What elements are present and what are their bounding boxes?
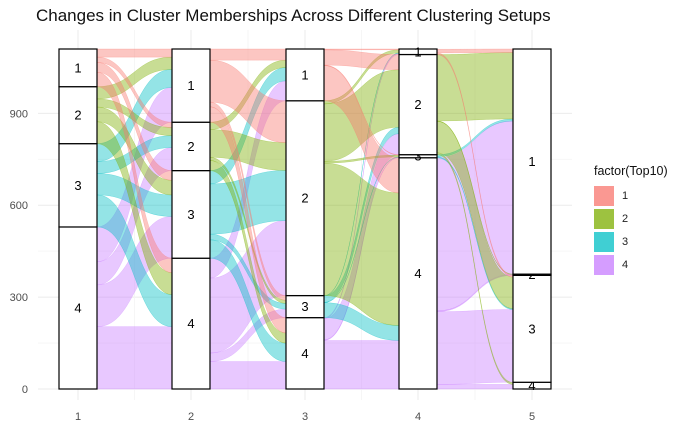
x-tick-label: 4 xyxy=(415,411,421,423)
flow-band xyxy=(209,361,287,390)
x-tick-label: 1 xyxy=(75,411,81,423)
stratum-box xyxy=(171,257,211,390)
stratum-label: 3 xyxy=(301,299,308,314)
y-tick-label: 300 xyxy=(10,292,28,304)
flow-band xyxy=(323,340,400,390)
stratum-label: 1 xyxy=(187,78,194,93)
legend-item-1: 1 xyxy=(594,184,668,207)
legend-label-3: 3 xyxy=(622,235,629,248)
stratum-label: 3 xyxy=(414,149,421,164)
stratum-label: 1 xyxy=(528,154,535,169)
stratum-box xyxy=(58,48,98,88)
stratum-label: 3 xyxy=(187,207,194,222)
stratum-box xyxy=(285,48,325,102)
stratum-label: 2 xyxy=(187,139,194,154)
stratum-label: 2 xyxy=(301,191,308,206)
stratum-box xyxy=(171,121,211,172)
stratum-label: 3 xyxy=(528,321,535,336)
stratum-box xyxy=(58,143,98,228)
stratum-box xyxy=(398,53,438,156)
flow-band xyxy=(96,48,173,58)
legend-item-4: 4 xyxy=(594,253,668,276)
legend: factor(Top10) 1 2 3 4 xyxy=(594,164,668,276)
legend-title: factor(Top10) xyxy=(594,164,668,178)
stratum-label: 2 xyxy=(528,267,535,282)
legend-label-4: 4 xyxy=(622,258,629,271)
flow-band xyxy=(436,384,514,390)
x-tick-label: 2 xyxy=(188,411,194,423)
flow-band xyxy=(436,309,514,385)
flow-band xyxy=(323,48,400,51)
stratum-label: 2 xyxy=(74,108,81,123)
stratum-box xyxy=(58,226,98,390)
stratum-label: 1 xyxy=(74,60,81,75)
legend-item-2: 2 xyxy=(594,207,668,230)
legend-key-4 xyxy=(594,254,614,275)
stratum-box xyxy=(512,48,552,275)
chart-title: Changes in Cluster Memberships Across Di… xyxy=(36,6,551,25)
stratum-label: 4 xyxy=(74,300,81,315)
x-tick-label: 3 xyxy=(302,411,308,423)
y-axis: 0 300 600 900 xyxy=(10,108,28,396)
flow-band xyxy=(209,48,287,61)
stratum-box xyxy=(171,48,211,123)
y-tick-label: 0 xyxy=(22,384,28,396)
stratum-label: 4 xyxy=(301,346,308,361)
legend-key-2 xyxy=(594,208,614,229)
stratum-box xyxy=(398,48,438,56)
stratum-label: 4 xyxy=(528,378,535,393)
stratum-box xyxy=(512,274,552,383)
stratum-label: 1 xyxy=(414,44,421,59)
flow-band xyxy=(436,52,514,122)
flow-layer xyxy=(96,48,514,390)
legend-label-1: 1 xyxy=(622,189,629,202)
stratum-label: 1 xyxy=(301,67,308,82)
stratum-label: 2 xyxy=(414,97,421,112)
y-tick-label: 900 xyxy=(10,108,28,120)
legend-item-3: 3 xyxy=(594,230,668,253)
legend-label-2: 2 xyxy=(622,212,629,225)
stratum-box xyxy=(285,100,325,297)
legend-key-1 xyxy=(594,185,614,206)
stratum-label: 3 xyxy=(74,178,81,193)
flow-band xyxy=(436,48,514,54)
stratum-label: 4 xyxy=(414,266,421,281)
flow-band xyxy=(96,326,173,390)
stratum-label: 4 xyxy=(187,316,194,331)
x-tick-label: 5 xyxy=(529,411,535,423)
legend-key-3 xyxy=(594,231,614,252)
y-tick-label: 600 xyxy=(10,200,28,212)
strata-layer: 4 3 2 1 4 3 2 1 4 3 2 1 4 3 2 1 4 3 2 1 xyxy=(58,44,552,393)
x-axis: 1 2 3 4 5 xyxy=(75,411,535,423)
